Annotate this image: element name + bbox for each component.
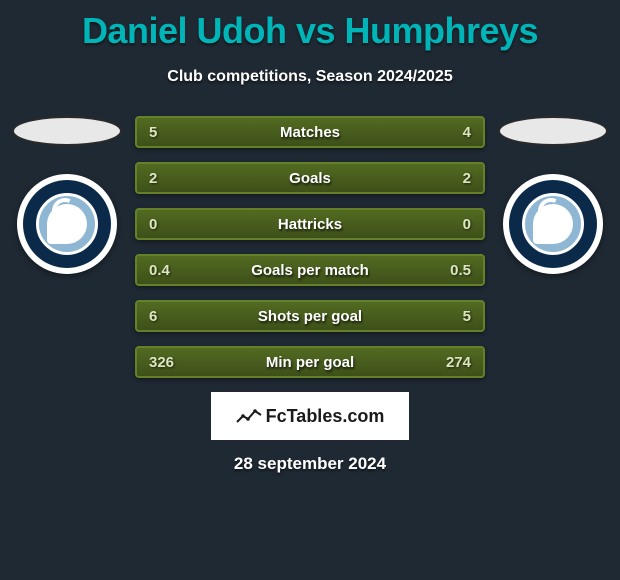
player-left-club-badge [17, 174, 117, 274]
stat-row-min-per-goal: 326 Min per goal 274 [135, 346, 485, 378]
stat-right-value: 5 [463, 308, 471, 325]
stat-right-value: 0.5 [450, 262, 471, 279]
stat-row-matches: 5 Matches 4 [135, 116, 485, 148]
stat-row-goals: 2 Goals 2 [135, 162, 485, 194]
player-right-face [498, 116, 608, 146]
stat-left-value: 0 [149, 216, 157, 233]
stat-label: Shots per goal [137, 308, 483, 325]
swan-icon [47, 204, 87, 244]
stats-list: 5 Matches 4 2 Goals 2 0 Hattricks 0 0.4 … [135, 116, 485, 378]
stat-row-hattricks: 0 Hattricks 0 [135, 208, 485, 240]
player-right-club-badge [503, 174, 603, 274]
footer-date: 28 september 2024 [0, 454, 620, 474]
stat-row-goals-per-match: 0.4 Goals per match 0.5 [135, 254, 485, 286]
stat-right-value: 4 [463, 124, 471, 141]
stat-label: Goals per match [137, 262, 483, 279]
stat-left-value: 326 [149, 354, 174, 371]
player-right-column [493, 116, 613, 274]
stat-label: Matches [137, 124, 483, 141]
stat-row-shots-per-goal: 6 Shots per goal 5 [135, 300, 485, 332]
stat-left-value: 5 [149, 124, 157, 141]
stat-label: Hattricks [137, 216, 483, 233]
comparison-panel: 5 Matches 4 2 Goals 2 0 Hattricks 0 0.4 … [0, 116, 620, 378]
stat-label: Goals [137, 170, 483, 187]
player-left-column [7, 116, 127, 274]
chart-icon [236, 407, 262, 425]
club-badge-inner [522, 193, 584, 255]
source-logo: FcTables.com [211, 392, 409, 440]
source-logo-text: FcTables.com [266, 406, 385, 427]
player-left-face [12, 116, 122, 146]
stat-right-value: 274 [446, 354, 471, 371]
stat-left-value: 6 [149, 308, 157, 325]
stat-left-value: 0.4 [149, 262, 170, 279]
club-badge-inner [36, 193, 98, 255]
subtitle: Club competitions, Season 2024/2025 [0, 68, 620, 86]
swan-icon [533, 204, 573, 244]
stat-right-value: 0 [463, 216, 471, 233]
page-title: Daniel Udoh vs Humphreys [0, 0, 620, 52]
stat-right-value: 2 [463, 170, 471, 187]
stat-label: Min per goal [137, 354, 483, 371]
stat-left-value: 2 [149, 170, 157, 187]
